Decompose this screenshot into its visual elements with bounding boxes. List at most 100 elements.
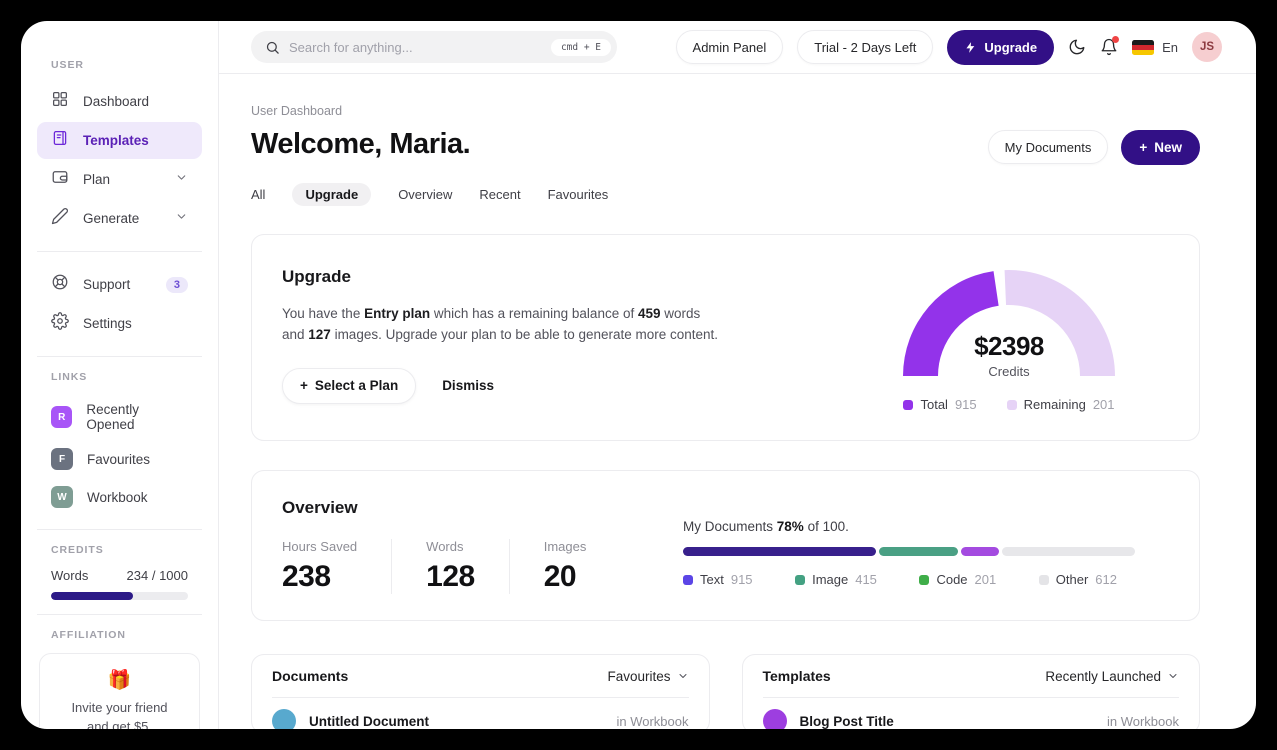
search-input[interactable]: Search for anything... cmd + E bbox=[251, 31, 617, 63]
gauge-chart bbox=[903, 269, 1115, 376]
topbar: Search for anything... cmd + E Admin Pan… bbox=[219, 21, 1256, 74]
link-initial-badge: W bbox=[51, 486, 73, 508]
search-shortcut-badge: cmd + E bbox=[550, 38, 611, 56]
bar-segment-text bbox=[683, 547, 876, 556]
legend-name: Text bbox=[700, 572, 724, 587]
credits-progress-track bbox=[51, 592, 188, 600]
gear-icon bbox=[51, 312, 69, 335]
legend-item-total: Total 915 bbox=[903, 397, 977, 412]
tab-all[interactable]: All bbox=[251, 187, 266, 202]
language-label: En bbox=[1162, 39, 1178, 55]
overview-card-left: Overview Hours Saved 238 Words 128 Image… bbox=[282, 498, 654, 594]
sidebar-item-label: Recently Opened bbox=[86, 402, 139, 432]
sidebar-item-dashboard[interactable]: Dashboard bbox=[37, 83, 202, 120]
admin-panel-button[interactable]: Admin Panel bbox=[675, 30, 784, 64]
pencil-icon bbox=[51, 207, 69, 230]
legend-value: 915 bbox=[730, 572, 753, 587]
templates-card-title: Templates bbox=[762, 668, 831, 684]
credits-gauge: $2398 Credits Total 915 Remaining 201 bbox=[883, 267, 1135, 412]
documents-bar-legend: Text 915 Image 415 Code 201 Other 612 bbox=[683, 572, 1135, 587]
templates-filter-dropdown[interactable]: Recently Launched bbox=[1045, 669, 1179, 684]
document-list-item[interactable]: Untitled Document in Workbook bbox=[272, 709, 689, 729]
trial-status-badge[interactable]: Trial - 2 Days Left bbox=[797, 30, 934, 64]
document-location: in Workbook bbox=[616, 713, 689, 729]
overview-card: Overview Hours Saved 238 Words 128 Image… bbox=[251, 470, 1200, 621]
main-area: Search for anything... cmd + E Admin Pan… bbox=[219, 21, 1256, 729]
upgrade-button[interactable]: Upgrade bbox=[947, 29, 1055, 65]
sidebar-item-support[interactable]: Support 3 bbox=[37, 266, 202, 303]
template-location: in Workbook bbox=[1106, 713, 1179, 729]
sidebar-divider bbox=[37, 251, 202, 252]
chevron-down-icon bbox=[1169, 674, 1177, 678]
sidebar: USER Dashboard Templates Plan Generate S… bbox=[21, 21, 219, 729]
legend-item-text: Text 915 bbox=[683, 572, 753, 587]
upgrade-button-label: Upgrade bbox=[984, 39, 1038, 55]
gauge-legend: Total 915 Remaining 201 bbox=[903, 397, 1115, 412]
templates-filter-label: Recently Launched bbox=[1045, 668, 1161, 684]
legend-swatch bbox=[683, 574, 693, 585]
bar-segment-other bbox=[1002, 547, 1135, 556]
sidebar-divider bbox=[37, 356, 202, 357]
select-plan-label: Select a Plan bbox=[314, 378, 399, 394]
upgrade-card-title: Upgrade bbox=[282, 267, 351, 286]
legend-item-image: Image 415 bbox=[795, 572, 877, 587]
bell-icon bbox=[1101, 38, 1117, 56]
credits-words-value: 234 / 1000 bbox=[126, 568, 188, 583]
affiliation-text: Invite your friend and get $5. bbox=[50, 699, 189, 729]
sidebar-item-label: Templates bbox=[83, 133, 149, 148]
affiliation-card: 🎁 Invite your friend and get $5. Invite bbox=[39, 653, 200, 729]
plus-icon: + bbox=[1139, 140, 1148, 155]
tab-upgrade[interactable]: Upgrade bbox=[292, 183, 372, 206]
search-placeholder: Search for anything... bbox=[289, 39, 413, 55]
sidebar-item-label: Workbook bbox=[87, 489, 148, 505]
my-documents-button[interactable]: My Documents bbox=[987, 130, 1109, 164]
moon-icon bbox=[1069, 39, 1085, 55]
legend-name: Remaining bbox=[1023, 397, 1086, 412]
tab-favourites[interactable]: Favourites bbox=[547, 187, 609, 202]
language-selector[interactable]: En bbox=[1132, 39, 1178, 55]
breadcrumb: User Dashboard bbox=[251, 104, 343, 118]
notifications-button[interactable] bbox=[1100, 36, 1120, 56]
sidebar-link-recently-opened[interactable]: R Recently Opened bbox=[37, 395, 202, 439]
overview-stats: Hours Saved 238 Words 128 Images 20 bbox=[282, 539, 654, 594]
tab-overview[interactable]: Overview bbox=[398, 187, 453, 202]
new-button[interactable]: + New bbox=[1121, 130, 1200, 165]
gauge-arc-remaining bbox=[1004, 269, 1115, 376]
select-plan-button[interactable]: + Select a Plan bbox=[282, 367, 417, 404]
dark-mode-toggle[interactable] bbox=[1068, 38, 1086, 56]
chevron-down-icon bbox=[679, 674, 686, 678]
sidebar-item-label: Favourites bbox=[87, 451, 151, 467]
page-title: Welcome, Maria. bbox=[251, 128, 471, 160]
legend-item-other: Other 612 bbox=[1038, 572, 1117, 587]
legend-swatch bbox=[919, 574, 930, 585]
templates-card: Templates Recently Launched Blog Post Ti… bbox=[741, 654, 1200, 729]
new-button-label: New bbox=[1154, 140, 1182, 155]
legend-value: 612 bbox=[1095, 572, 1117, 587]
tab-recent[interactable]: Recent bbox=[479, 187, 521, 202]
documents-card: Documents Favourites Untitled Document i… bbox=[251, 654, 710, 729]
stat-label: Words bbox=[426, 539, 464, 554]
app-window: USER Dashboard Templates Plan Generate S… bbox=[21, 21, 1256, 729]
stat-label: Hours Saved bbox=[282, 539, 358, 554]
sidebar-item-settings[interactable]: Settings bbox=[37, 305, 202, 342]
sidebar-item-generate[interactable]: Generate bbox=[37, 200, 202, 237]
german-flag-icon bbox=[1132, 39, 1155, 55]
sidebar-link-favourites[interactable]: F Favourites bbox=[37, 441, 202, 477]
plus-icon: + bbox=[300, 378, 308, 394]
documents-usage-caption: My Documents 78% of 100. bbox=[683, 519, 849, 534]
lightning-icon bbox=[966, 41, 975, 53]
overview-card-title: Overview bbox=[282, 498, 358, 517]
dismiss-button[interactable]: Dismiss bbox=[442, 378, 494, 394]
legend-value: 201 bbox=[1092, 397, 1115, 412]
sidebar-item-templates[interactable]: Templates bbox=[37, 122, 202, 159]
sidebar-item-label: Generate bbox=[83, 211, 140, 226]
sidebar-link-workbook[interactable]: W Workbook bbox=[37, 479, 202, 515]
user-avatar[interactable]: JS bbox=[1192, 32, 1222, 62]
credits-words-label: Words bbox=[51, 568, 89, 583]
sidebar-item-plan[interactable]: Plan bbox=[37, 161, 202, 198]
legend-item-code: Code 201 bbox=[919, 572, 996, 587]
template-list-item[interactable]: Blog Post Title in Workbook bbox=[762, 709, 1179, 729]
documents-filter-dropdown[interactable]: Favourites bbox=[607, 669, 688, 684]
upgrade-card-left: Upgrade You have the Entry plan which ha… bbox=[282, 267, 722, 412]
